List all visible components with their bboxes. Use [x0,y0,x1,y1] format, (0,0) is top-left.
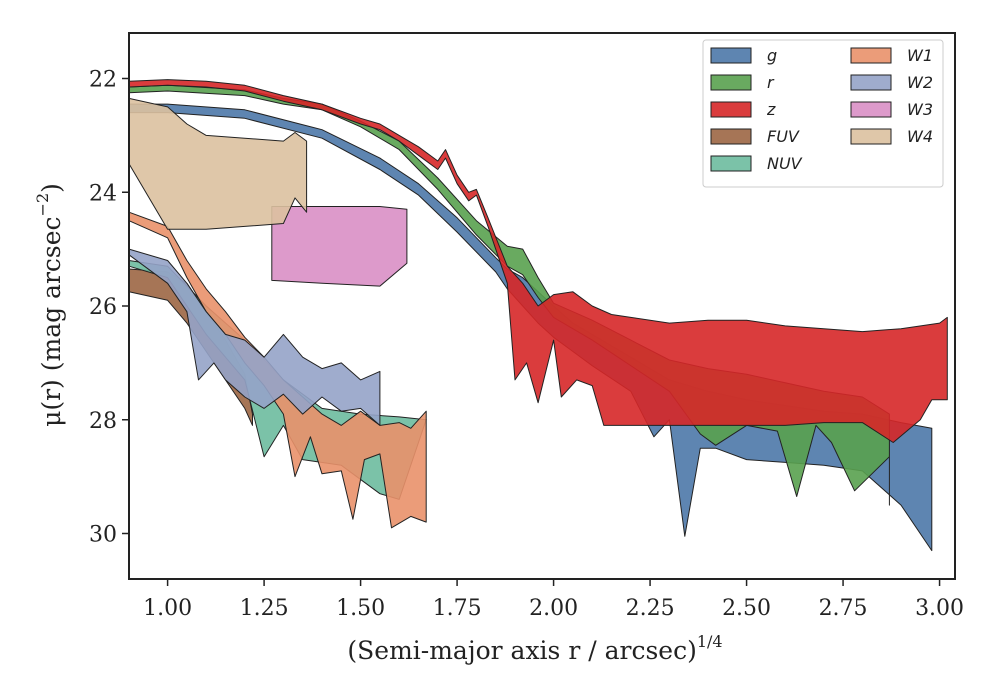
legend-label-w4: W4 [907,127,933,146]
legend-label-r: r [767,73,775,92]
legend-swatch-w3 [850,101,892,118]
x-tick-label: 2.50 [722,596,771,621]
legend-swatch-w2 [850,74,892,91]
x-axis-label: (Semi-major axis r / arcsec)1/4 [347,632,722,665]
x-tick-label: 1.00 [143,596,192,621]
legend-swatch-fuv [710,128,752,145]
x-tick-label: 2.25 [626,596,675,621]
legend-swatch-r [710,74,752,91]
y-tick-label: 28 [89,409,117,434]
y-axis-label: μ(r) (mag arcsec−2) [33,183,66,427]
band-z [128,79,948,443]
legend-label-w1: W1 [907,46,933,65]
legend-label-w3: W3 [907,100,933,119]
series-bands [128,79,948,552]
x-tick-label: 2.00 [529,596,578,621]
legend-label-fuv: FUV [767,127,800,146]
legend-label-g: g [767,46,777,65]
legend-label-z: z [766,100,776,119]
band-w3 [271,206,408,287]
y-tick-label: 24 [89,181,117,206]
y-axis-ticks: 22 24 26 28 30 [89,68,129,548]
x-axis-ticks: 1.00 1.25 1.50 1.75 2.00 2.25 2.50 2.75 3.00 [143,579,964,621]
x-tick-label: 1.75 [433,596,482,621]
x-tick-label: 1.50 [336,596,385,621]
legend-swatch-nuv [710,155,752,172]
legend: grz FUV NUV W1 W2 W3 W4 [702,39,944,188]
legend-swatch-g [710,47,752,64]
x-tick-label: 3.00 [915,596,964,621]
band-w4 [128,97,308,230]
legend-label-w2: W2 [907,73,933,92]
y-tick-label: 30 [89,523,117,548]
x-tick-label: 2.75 [819,596,868,621]
y-tick-label: 22 [89,68,117,93]
legend-swatch-z [710,101,752,118]
band-w2 [128,248,381,426]
legend-swatch-w4 [850,128,892,145]
legend-swatch-w1 [850,47,892,64]
y-tick-label: 26 [89,295,117,320]
x-tick-label: 1.25 [240,596,289,621]
legend-label-nuv: NUV [767,154,803,173]
